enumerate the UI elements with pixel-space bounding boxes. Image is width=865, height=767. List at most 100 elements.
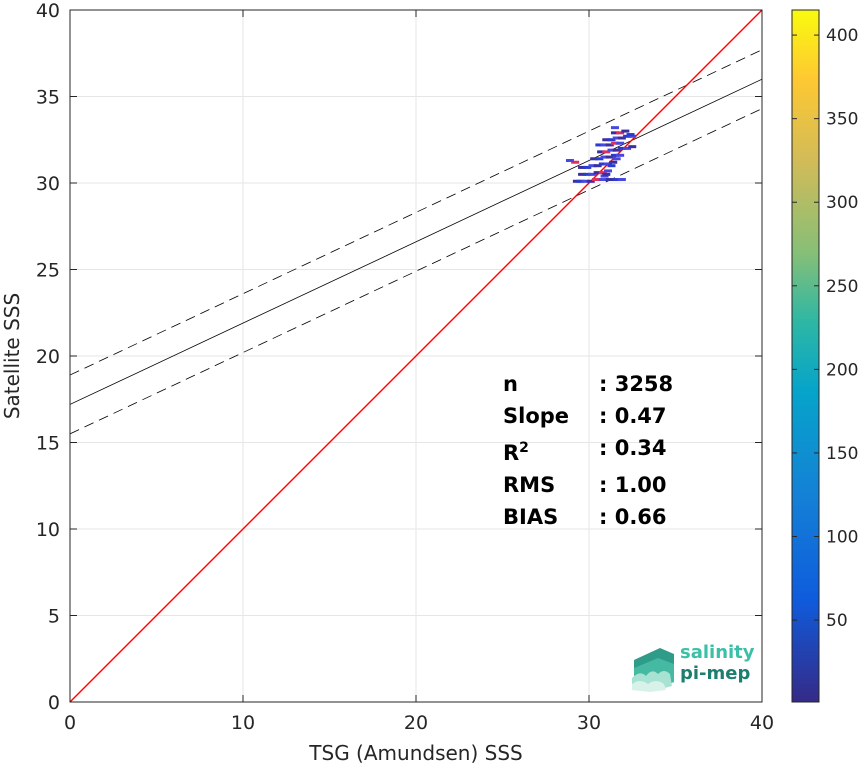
data-point [610,131,619,135]
x-tick-label: 40 [750,712,774,734]
colorbar [791,9,820,703]
data-point [610,126,619,130]
data-point [621,129,630,133]
data-point [617,178,626,182]
colorbar-tick-label: 300 [826,193,858,213]
data-point [600,174,609,178]
colorbar-tick-label: 50 [826,611,848,631]
data-point [595,157,604,161]
x-axis-ticks: 0 10 20 30 40 [64,10,774,734]
data-point [610,141,619,145]
y-tick-label: 15 [36,433,60,455]
regression-line [70,78,762,405]
stat-key: Slope [503,404,570,428]
colorbar-tick-label: 100 [826,528,858,548]
data-point [593,164,602,168]
x-tick-label: 20 [404,712,428,734]
stat-row: R2 : 0.34 [503,432,673,469]
data-point [612,178,621,182]
stat-value: : 0.47 [599,404,667,428]
data-point [617,146,626,150]
data-point [623,134,632,138]
data-point [593,171,602,175]
stat-key: n [503,372,518,396]
data-point [598,178,607,182]
data-point [602,138,611,142]
data-point [583,172,592,176]
data-points [565,126,637,183]
data-point [595,143,604,147]
data-point [612,136,621,140]
stat-value: : 0.34 [599,436,667,460]
y-axis-title: Satellite SSS [0,293,24,419]
stat-row: BIAS : 0.66 [503,501,673,533]
data-point [604,169,613,173]
data-point [616,153,625,157]
data-point [623,146,632,150]
stat-value: : 0.66 [599,505,667,529]
data-point [583,165,592,169]
stat-key-superscript: 2 [519,440,529,456]
data-point [609,160,618,164]
data-point [605,155,614,159]
x-tick-label: 30 [577,712,601,734]
y-tick-label: 5 [48,606,60,628]
data-point [605,178,614,182]
data-point [598,171,607,175]
colorbar-tick-label: 200 [826,360,858,380]
colorbar-tick-label: 250 [826,277,858,297]
data-point [626,133,635,137]
fit-lines [70,10,762,702]
y-tick-label: 0 [48,692,60,714]
data-point [607,138,616,142]
logo-line-1: salinity [680,642,755,663]
data-point [588,164,597,168]
data-point [588,172,597,176]
data-point [607,148,616,152]
y-tick-label: 40 [36,0,60,22]
data-point [597,150,606,154]
data-point [590,157,599,161]
data-point [600,155,609,159]
data-point [604,162,613,166]
x-tick-label: 0 [64,712,76,734]
data-point [612,148,621,152]
stat-row: Slope : 0.47 [503,400,673,432]
stat-value: : 3258 [599,372,674,396]
logo-icon [632,648,674,692]
colorbar-tick-label: 150 [826,444,858,464]
data-point [612,157,621,161]
salinity-pi-mep-logo: salinity pi-mep [630,640,760,692]
data-point [576,179,585,183]
data-point [616,141,625,145]
y-tick-label: 10 [36,519,60,541]
y-axis-ticks: 0 5 10 15 20 25 30 35 40 [36,0,762,714]
y-tick-label: 35 [36,87,60,109]
colorbar-tick-label: 350 [826,110,858,130]
stat-value: : 1.00 [599,473,667,497]
data-point [578,165,587,169]
x-axis-title: TSG (Amundsen) SSS [308,741,522,765]
x-tick-label: 10 [231,712,255,734]
colorbar-tick-label: 400 [826,26,858,46]
stat-key: BIAS [503,505,559,529]
logo-line-2: pi-mep [680,663,751,684]
y-tick-label: 25 [36,260,60,282]
colorbar-ticks: 50 100 150 200 250 300 350 400 [792,26,858,631]
stat-key: R2 [503,440,529,465]
stat-row: RMS : 1.00 [503,469,673,501]
data-point [628,134,637,138]
data-point [605,143,614,147]
data-point [600,143,609,147]
data-point [607,164,616,168]
data-point [565,159,574,163]
stat-key: RMS [503,473,556,497]
data-point [617,136,626,140]
data-point [610,153,619,157]
identity-line [70,10,762,702]
y-tick-label: 20 [36,346,60,368]
data-point [571,160,580,164]
data-point [578,172,587,176]
data-point [602,172,611,176]
